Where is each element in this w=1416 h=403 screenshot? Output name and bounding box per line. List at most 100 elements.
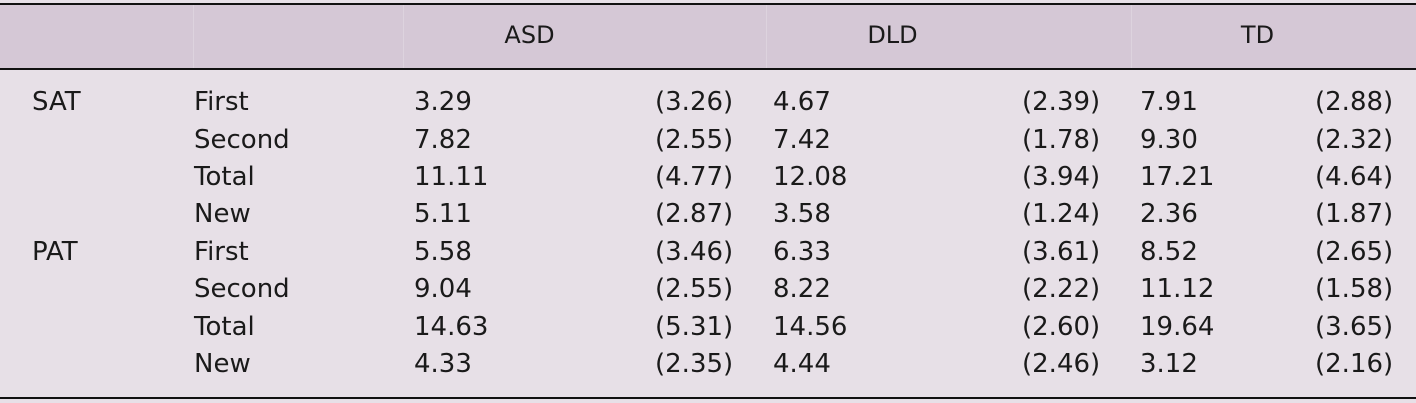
spacer-cell (948, 346, 1022, 383)
sd-cell: (2.55) (655, 124, 734, 155)
mean-cell: 3.58 (773, 199, 831, 230)
sd-cell: (2.88) (1315, 87, 1394, 118)
table-row: New 5.11 (2.87) 3.58 (1.24) 2.36 (1.87) (0, 196, 1416, 233)
table-row: PAT First 5.58 (3.46) 6.33 (3.61) 8.52 (2.65) (0, 234, 1416, 271)
measure-cell: New (194, 348, 251, 379)
mean-cell: 4.33 (414, 348, 472, 379)
table-header: ASD DLD TD (0, 5, 1416, 68)
task-cell (0, 271, 194, 308)
mean-cell: 6.33 (773, 236, 831, 267)
sd-cell: (2.35) (655, 348, 734, 379)
task-cell: PAT (32, 236, 78, 267)
sd-cell: (3.26) (655, 87, 734, 118)
measure-cell: First (194, 236, 249, 267)
measure-cell: Second (194, 274, 290, 305)
spacer-cell (581, 346, 655, 383)
mean-cell: 8.52 (1140, 236, 1198, 267)
sd-cell: (2.39) (1022, 87, 1101, 118)
mean-cell: 8.22 (773, 274, 831, 305)
spacer-cell (948, 84, 1022, 121)
sd-cell: (1.24) (1022, 199, 1101, 230)
spacer-cell (948, 159, 1022, 196)
sd-cell: (1.87) (1315, 199, 1394, 230)
header-separator (1131, 5, 1132, 68)
table-row: SAT First 3.29 (3.26) 4.67 (2.39) 7.91 (2.88) (0, 84, 1416, 121)
mean-cell: 3.12 (1140, 348, 1198, 379)
sd-cell: (2.55) (655, 274, 734, 305)
mean-cell: 14.56 (773, 311, 848, 342)
spacer-cell (948, 234, 1022, 271)
spacer-cell (948, 121, 1022, 158)
mean-cell: 3.29 (414, 87, 472, 118)
header-asd: ASD (504, 21, 555, 49)
task-cell (0, 159, 194, 196)
header-separator (193, 5, 194, 68)
measure-cell: Second (194, 124, 290, 155)
sd-cell: (5.31) (655, 311, 734, 342)
sd-cell: (2.46) (1022, 348, 1101, 379)
mean-cell: 9.30 (1140, 124, 1198, 155)
spacer-cell (581, 308, 655, 345)
spacer-cell (948, 271, 1022, 308)
header-rule (0, 68, 1416, 70)
table-row: Total 14.63 (5.31) 14.56 (2.60) 19.64 (3.65) (0, 308, 1416, 345)
measure-cell: Total (194, 311, 255, 342)
sd-cell: (1.58) (1315, 274, 1394, 305)
sd-cell: (2.87) (655, 199, 734, 230)
mean-cell: 11.11 (414, 161, 489, 192)
sd-cell: (2.65) (1315, 236, 1394, 267)
mean-cell: 14.63 (414, 311, 489, 342)
sd-cell: (3.61) (1022, 236, 1101, 267)
mean-cell: 17.21 (1140, 161, 1215, 192)
spacer-cell (581, 84, 655, 121)
measure-cell: Total (194, 161, 255, 192)
sd-cell: (2.16) (1315, 348, 1394, 379)
sd-cell: (1.78) (1022, 124, 1101, 155)
header-separator (766, 5, 767, 68)
mean-cell: 11.12 (1140, 274, 1215, 305)
header-dld: DLD (867, 21, 918, 49)
sd-cell: (2.32) (1315, 124, 1394, 155)
measure-cell: New (194, 199, 251, 230)
task-cell: SAT (32, 87, 81, 118)
sd-cell: (2.22) (1022, 274, 1101, 305)
top-rule (0, 3, 1416, 5)
task-cell (0, 121, 194, 158)
data-table: SAT First 3.29 (3.26) 4.67 (2.39) 7.91 (2.88) Se… (0, 84, 1416, 383)
mean-cell: 2.36 (1140, 199, 1198, 230)
sd-cell: (4.64) (1315, 161, 1394, 192)
mean-cell: 7.82 (414, 124, 472, 155)
table-row: New 4.33 (2.35) 4.44 (2.46) 3.12 (2.16) (0, 346, 1416, 383)
mean-cell: 7.42 (773, 124, 831, 155)
table-row: Second 7.82 (2.55) 7.42 (1.78) 9.30 (2.32) (0, 121, 1416, 158)
sd-cell: (3.94) (1022, 161, 1101, 192)
spacer-cell (581, 234, 655, 271)
mean-cell: 4.44 (773, 348, 831, 379)
header-td: TD (1240, 21, 1275, 49)
task-cell (0, 346, 194, 383)
header-separator (403, 5, 404, 68)
mean-cell: 12.08 (773, 161, 848, 192)
mean-cell: 5.11 (414, 199, 472, 230)
mean-cell: 9.04 (414, 274, 472, 305)
bottom-rule (0, 397, 1416, 399)
sd-cell: (2.60) (1022, 311, 1101, 342)
mean-cell: 5.58 (414, 236, 472, 267)
spacer-cell (581, 271, 655, 308)
table-row: Total 11.11 (4.77) 12.08 (3.94) 17.21 (4.64) (0, 159, 1416, 196)
task-cell (0, 308, 194, 345)
spacer-cell (948, 308, 1022, 345)
spacer-cell (581, 196, 655, 233)
measure-cell: First (194, 87, 249, 118)
table-row: Second 9.04 (2.55) 8.22 (2.22) 11.12 (1.58) (0, 271, 1416, 308)
spacer-cell (948, 196, 1022, 233)
spacer-cell (581, 159, 655, 196)
sd-cell: (3.65) (1315, 311, 1394, 342)
mean-cell: 7.91 (1140, 87, 1198, 118)
spacer-cell (581, 121, 655, 158)
sd-cell: (4.77) (655, 161, 734, 192)
task-cell (0, 196, 194, 233)
mean-cell: 19.64 (1140, 311, 1215, 342)
sd-cell: (3.46) (655, 236, 734, 267)
